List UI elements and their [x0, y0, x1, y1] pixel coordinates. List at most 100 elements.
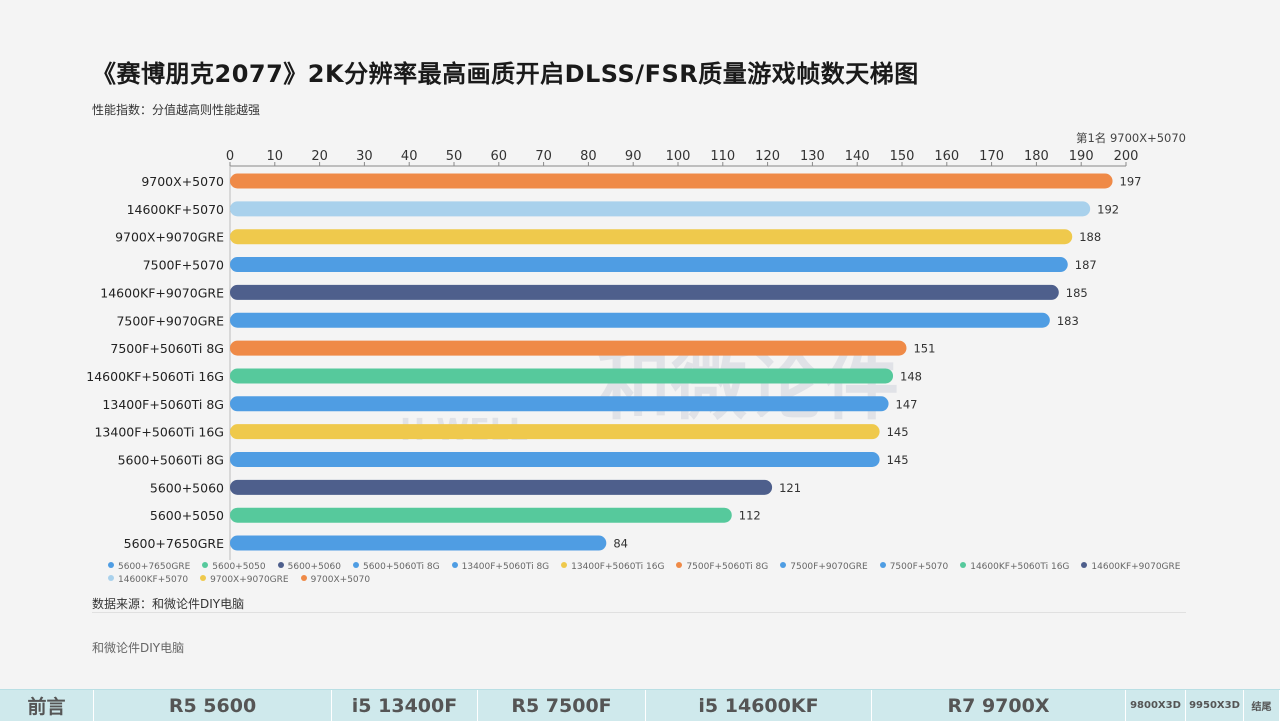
legend-label: 7500F+5070 — [889, 562, 949, 572]
bar — [230, 452, 880, 467]
nav-tab[interactable]: R7 9700X — [872, 690, 1126, 721]
bar — [230, 284, 1059, 300]
footer-brand: 和微论件DIY电脑 — [92, 641, 185, 655]
value-label: 147 — [896, 397, 918, 411]
legend-item: 9700X+5070 — [300, 574, 371, 587]
x-tick-label: 50 — [446, 149, 463, 164]
category-label: 7500F+9070GRE — [116, 313, 224, 328]
x-tick-label: 200 — [1114, 149, 1139, 164]
legend-swatch — [960, 562, 967, 568]
legend-item: 9700X+9070GRE — [200, 574, 289, 587]
category-label: 5600+5050 — [150, 508, 224, 523]
x-tick-label: 120 — [755, 149, 780, 164]
bar — [230, 368, 894, 384]
x-tick-label: 20 — [311, 149, 328, 164]
x-tick-label: 0 — [226, 149, 234, 164]
x-tick-label: 160 — [934, 149, 959, 164]
legend-label: 14600KF+5060Ti 16G — [970, 562, 1070, 572]
legend-item: 14600KF+5070 — [108, 574, 188, 587]
x-tick-label: 190 — [1069, 149, 1094, 164]
legend-label: 13400F+5060Ti 8G — [461, 562, 550, 572]
bar-chart: 0 10 20 30 40 50 60 70 80 90 100 110 120 130 140 150 160… — [86, 149, 1142, 560]
value-label: 121 — [779, 481, 801, 495]
bar — [230, 396, 889, 412]
legend-label: 14600KF+9070GRE — [1091, 562, 1181, 572]
x-tick-label: 80 — [580, 149, 597, 164]
legend-swatch — [108, 562, 114, 568]
value-label: 185 — [1066, 286, 1088, 300]
x-tick-label: 30 — [356, 149, 373, 164]
value-label: 197 — [1120, 175, 1142, 189]
legend-swatch — [202, 562, 209, 568]
x-tick-label: 140 — [845, 149, 870, 164]
legend-swatch — [879, 562, 886, 568]
category-label: 13400F+5060Ti 16G — [94, 425, 224, 440]
value-label: 183 — [1057, 314, 1079, 328]
bar — [230, 507, 732, 523]
x-tick-label: 40 — [401, 149, 418, 164]
x-tick-label: 60 — [491, 149, 508, 164]
x-tick-label: 10 — [267, 149, 284, 164]
category-label: 5600+7650GRE — [124, 536, 224, 551]
legend-item: 14600KF+5060Ti 16G — [960, 561, 1069, 574]
legend-swatch — [676, 562, 683, 568]
bar — [230, 340, 907, 356]
legend-label: 5600+5060 — [287, 562, 341, 572]
legend-item: 5600+5050 — [202, 561, 266, 574]
x-tick-label: 130 — [800, 149, 825, 164]
nav-tab[interactable]: R5 7500F — [478, 690, 646, 721]
x-tick-label: 150 — [890, 149, 915, 164]
rank1-label: 第1名 9700X+5070 — [1075, 131, 1186, 145]
legend-swatch — [200, 575, 207, 581]
legend-item: 5600+5060 — [277, 561, 341, 574]
value-label: 145 — [887, 453, 909, 467]
legend-swatch — [1081, 562, 1088, 568]
bar — [230, 535, 607, 551]
legend-item: 5600+5060Ti 8G — [352, 561, 440, 574]
divider — [92, 612, 1186, 613]
bar — [230, 201, 1091, 217]
category-label: 5600+5060Ti 8G — [118, 453, 224, 468]
legend-label: 5600+5050 — [212, 562, 266, 572]
legend-label: 5600+5060Ti 8G — [362, 562, 440, 572]
legend-swatch — [561, 562, 568, 568]
nav-tab[interactable]: 9950X3D — [1186, 690, 1244, 721]
x-tick-label: 170 — [979, 149, 1004, 164]
legend-swatch — [108, 575, 114, 581]
data-source: 数据来源：和微论件DIY电脑 — [92, 597, 245, 611]
category-label: 7500F+5070 — [143, 258, 224, 273]
x-tick-label: 180 — [1024, 149, 1049, 164]
legend-swatch — [300, 575, 307, 581]
category-label: 7500F+5060Ti 8G — [110, 341, 224, 356]
category-label: 14600KF+5060Ti 16G — [86, 369, 224, 384]
value-label: 151 — [913, 342, 935, 356]
bar — [230, 257, 1068, 273]
legend-item: 13400F+5060Ti 8G — [451, 561, 550, 574]
nav-tab[interactable]: i5 14600KF — [646, 690, 872, 721]
value-label: 148 — [900, 369, 922, 383]
bar — [230, 479, 773, 495]
legend-label: 9700X+5070 — [310, 575, 371, 585]
bar — [230, 312, 1050, 328]
category-label: 5600+5060 — [150, 480, 224, 495]
legend-item: 13400F+5060Ti 16G — [561, 561, 664, 574]
legend-label: 7500F+9070GRE — [790, 562, 868, 572]
nav-tab[interactable]: R5 5600 — [94, 690, 332, 721]
legend-item: 14600KF+9070GRE — [1081, 561, 1180, 574]
legend-label: 14600KF+5070 — [118, 575, 189, 585]
category-label: 14600KF+5070 — [127, 202, 224, 217]
nav-tab[interactable]: 9800X3D — [1126, 690, 1186, 721]
legend-label: 7500F+5060Ti 8G — [686, 562, 769, 572]
legend-item: 7500F+5070 — [879, 561, 949, 574]
nav-tab[interactable]: 前言 — [0, 690, 94, 721]
chapter-nav: 前言 R5 5600 i5 13400F R5 7500F i5 14600KF R7 9… — [0, 689, 1280, 721]
legend-label: 5600+7650GRE — [118, 562, 191, 572]
chart-subtitle: 性能指数：分值越高则性能越强 — [92, 103, 261, 117]
chart-legend: 5600+7650GRE 5600+5050 5600+5060 5600+5060T… — [108, 561, 1198, 587]
bar — [230, 229, 1073, 245]
x-tick-label: 110 — [710, 149, 735, 164]
x-tick-label: 100 — [666, 149, 691, 164]
value-label: 192 — [1097, 202, 1119, 216]
nav-tab[interactable]: i5 13400F — [332, 690, 478, 721]
nav-tab[interactable]: 结尾 — [1244, 690, 1280, 721]
